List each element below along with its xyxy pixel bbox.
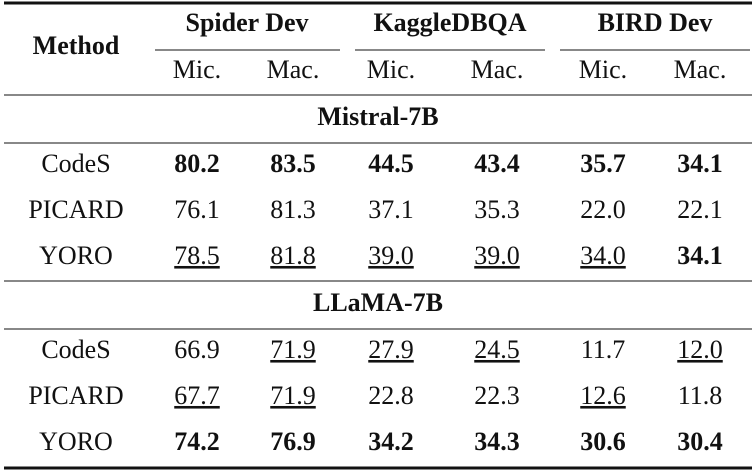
- cell: 71.9: [270, 381, 316, 410]
- cell: 37.1: [368, 195, 414, 224]
- cell: 78.5: [174, 241, 220, 270]
- cell: 76.9: [270, 427, 316, 456]
- group-header: KaggleDBQA: [373, 8, 526, 37]
- cell: 24.5: [474, 335, 520, 364]
- cell: 83.5: [270, 149, 316, 178]
- cell: 34.1: [677, 241, 723, 270]
- cell: 39.0: [474, 241, 520, 270]
- cell: 67.7: [174, 381, 220, 410]
- subcolumn-header: Mic.: [579, 55, 627, 84]
- cell: 30.6: [580, 427, 626, 456]
- subcolumn-header: Mic.: [367, 55, 415, 84]
- cell: 43.4: [474, 149, 520, 178]
- cell: 76.1: [174, 195, 220, 224]
- cell: 22.0: [580, 195, 626, 224]
- cell: 11.8: [678, 381, 723, 410]
- cell: 34.1: [677, 149, 723, 178]
- subcolumn-header: Mac.: [471, 55, 524, 84]
- section-title: LLaMA-7B: [313, 288, 443, 317]
- cell: 12.0: [677, 335, 723, 364]
- section-title: Mistral-7B: [317, 102, 438, 131]
- row-label: YORO: [39, 427, 113, 456]
- cell: 81.8: [270, 241, 316, 270]
- row-label: YORO: [39, 241, 113, 270]
- cell: 35.7: [580, 149, 626, 178]
- cell: 22.8: [368, 381, 414, 410]
- row-label: CodeS: [41, 335, 110, 364]
- group-header: BIRD Dev: [598, 8, 713, 37]
- cell: 12.6: [580, 381, 626, 410]
- subcolumn-header: Mac.: [674, 55, 727, 84]
- cell: 81.3: [270, 195, 316, 224]
- cell: 71.9: [270, 335, 316, 364]
- cell: 44.5: [368, 149, 414, 178]
- cell: 34.3: [474, 427, 520, 456]
- cell: 80.2: [174, 149, 220, 178]
- cell: 22.1: [677, 195, 723, 224]
- cell: 30.4: [677, 427, 723, 456]
- method-header: Method: [33, 31, 120, 60]
- cell: 39.0: [368, 241, 414, 270]
- subcolumn-header: Mic.: [173, 55, 221, 84]
- row-label: PICARD: [28, 381, 123, 410]
- cell: 11.7: [581, 335, 626, 364]
- cell: 34.0: [580, 241, 626, 270]
- cell: 35.3: [474, 195, 520, 224]
- row-label: CodeS: [41, 149, 110, 178]
- cell: 34.2: [368, 427, 414, 456]
- cell: 74.2: [174, 427, 220, 456]
- cell: 66.9: [174, 335, 220, 364]
- row-label: PICARD: [28, 195, 123, 224]
- group-header: Spider Dev: [185, 8, 308, 37]
- cell: 22.3: [474, 381, 520, 410]
- subcolumn-header: Mac.: [267, 55, 320, 84]
- cell: 27.9: [368, 335, 414, 364]
